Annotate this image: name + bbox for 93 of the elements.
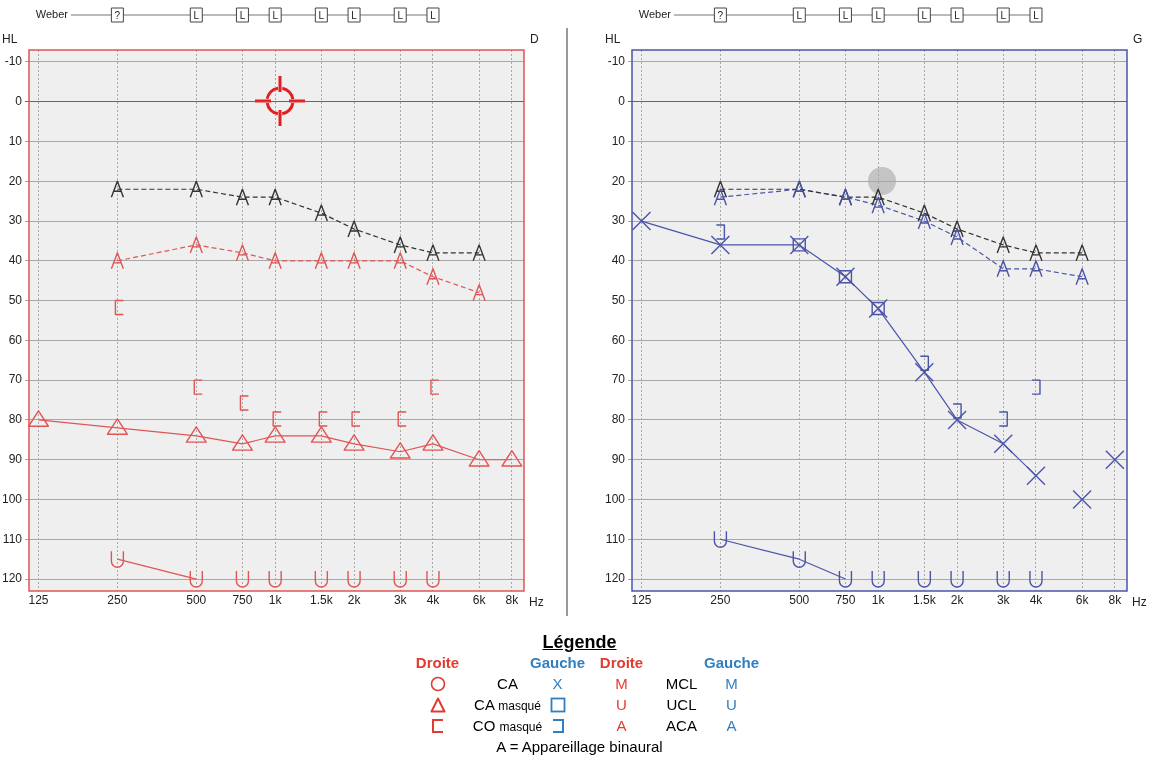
text: ? <box>717 9 724 21</box>
y-tick-label: -10 <box>607 54 626 69</box>
text: L <box>318 9 325 21</box>
y-tick-label: 90 <box>8 452 23 467</box>
text: CA <box>497 674 518 694</box>
x-tick-label: 2k <box>347 592 362 607</box>
x-tick-label: 250 <box>107 592 128 607</box>
text: L <box>272 9 279 21</box>
x-tick-label: 6k <box>472 592 487 607</box>
y-tick-label: 110 <box>2 531 23 546</box>
x-tick-label: 8k <box>1108 592 1123 607</box>
x-tick-label: 2k <box>950 592 965 607</box>
text: A = Appareillage binaural <box>496 737 663 757</box>
text: M <box>725 674 738 694</box>
y-tick-label: 30 <box>611 213 626 228</box>
y-tick-label: 0 <box>618 94 626 109</box>
y-axis-title: HL <box>2 32 18 47</box>
y-tick-label: -10 <box>4 54 23 69</box>
text: L <box>796 9 803 21</box>
x2-axis-title: G <box>1133 32 1143 47</box>
text: L <box>842 9 849 21</box>
y-tick-label: 120 <box>604 571 626 586</box>
x-tick-label: 1k <box>871 592 886 607</box>
text: Légende <box>542 632 617 653</box>
x-tick-label: 3k <box>996 592 1011 607</box>
text: Weber <box>638 8 672 21</box>
y-tick-label: 70 <box>8 372 23 387</box>
x-tick-label: 750 <box>835 592 856 607</box>
text: L <box>430 9 437 21</box>
x-tick-label: 125 <box>28 592 49 607</box>
text: L <box>954 9 961 21</box>
text: X <box>552 674 563 694</box>
text: U <box>726 695 737 715</box>
text: M <box>615 674 628 694</box>
x-tick-label: 250 <box>710 592 731 607</box>
y-tick-label: 10 <box>8 133 23 148</box>
y-tick-label: 90 <box>611 452 626 467</box>
text: L <box>1033 9 1040 21</box>
y-tick-label: 40 <box>8 253 23 268</box>
text: Droite <box>415 653 460 673</box>
text: Weber <box>35 8 69 21</box>
y-tick-label: 80 <box>8 412 23 427</box>
text: UCL <box>666 695 697 715</box>
text: L <box>397 9 404 21</box>
x-tick-label: 500 <box>186 592 207 607</box>
x2-axis-title: D <box>530 32 539 47</box>
y-axis-title: HL <box>605 32 621 47</box>
y-tick-label: 100 <box>604 491 626 506</box>
text: ? <box>114 9 121 21</box>
x-axis-title: Hz <box>529 595 544 610</box>
y-tick-label: 80 <box>611 412 626 427</box>
text: U <box>616 695 627 715</box>
text: L <box>1000 9 1007 21</box>
y-tick-label: 40 <box>611 253 626 268</box>
y-tick-label: 10 <box>611 133 626 148</box>
y-tick-label: 110 <box>605 531 626 546</box>
y-tick-label: 70 <box>611 372 626 387</box>
x-tick-label: 8k <box>505 592 520 607</box>
x-tick-label: 750 <box>232 592 253 607</box>
x-tick-label: 1.5k <box>309 592 334 607</box>
text: ACA <box>666 716 697 736</box>
text: L <box>351 9 358 21</box>
x-tick-label: 4k <box>1029 592 1044 607</box>
x-axis-title: Hz <box>1132 595 1147 610</box>
text: Gauche <box>529 653 586 673</box>
x-tick-label: 1.5k <box>912 592 937 607</box>
x-tick-label: 4k <box>426 592 441 607</box>
text: CO masqué <box>472 716 543 736</box>
text: Gauche <box>703 653 760 673</box>
y-tick-label: 50 <box>8 292 23 307</box>
text: L <box>239 9 246 21</box>
y-tick-label: 120 <box>1 571 23 586</box>
x-tick-label: 500 <box>789 592 810 607</box>
text: MCL <box>665 674 698 694</box>
y-tick-label: 60 <box>8 332 23 347</box>
x-tick-label: 125 <box>631 592 652 607</box>
y-tick-label: 0 <box>15 94 23 109</box>
x-tick-label: 6k <box>1075 592 1090 607</box>
text: L <box>875 9 882 21</box>
text: L <box>193 9 200 21</box>
y-tick-label: 30 <box>8 213 23 228</box>
y-tick-label: 50 <box>611 292 626 307</box>
x-tick-label: 3k <box>393 592 408 607</box>
text: CA masqué <box>474 695 541 715</box>
y-tick-label: 60 <box>611 332 626 347</box>
y-tick-label: 100 <box>1 491 23 506</box>
x-tick-label: 1k <box>268 592 283 607</box>
y-tick-label: 20 <box>8 173 23 188</box>
text: A <box>726 716 737 736</box>
text: Droite <box>599 653 644 673</box>
text: A <box>616 716 627 736</box>
text: L <box>921 9 928 21</box>
y-tick-label: 20 <box>611 173 626 188</box>
